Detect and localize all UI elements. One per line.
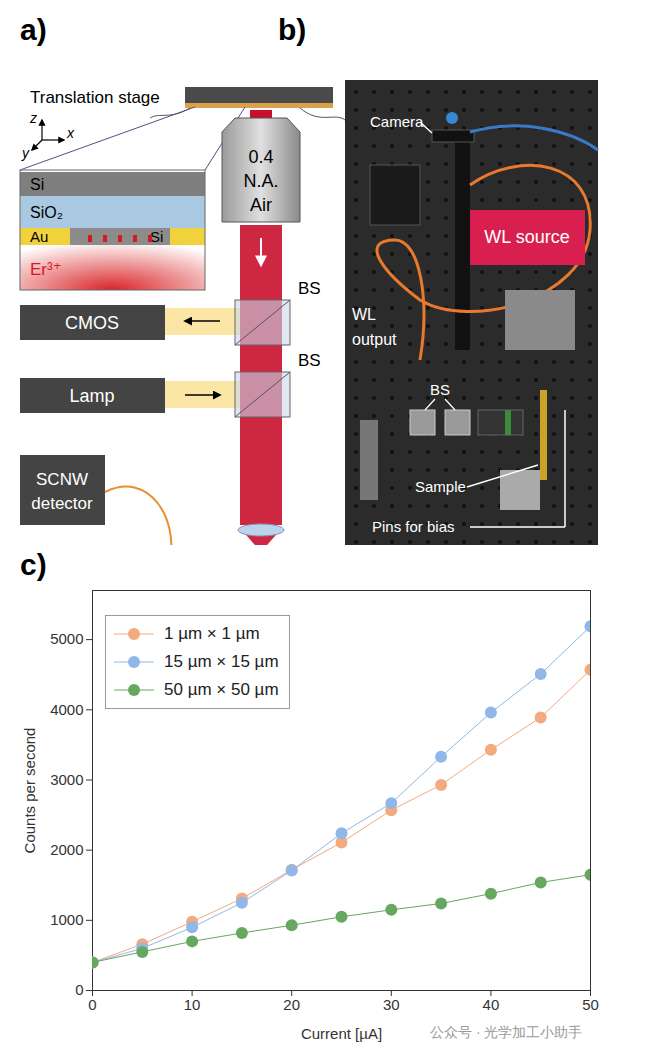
svg-text:WL source: WL source [484, 227, 569, 247]
svg-text:y: y [21, 145, 30, 161]
svg-text:40: 40 [483, 996, 500, 1013]
svg-text:Air: Air [250, 195, 272, 215]
svg-text:Camera: Camera [370, 113, 424, 130]
svg-text:Au: Au [30, 228, 48, 245]
svg-text:5000: 5000 [50, 630, 83, 647]
svg-text:Si: Si [150, 228, 163, 245]
svg-text:4000: 4000 [50, 701, 83, 718]
svg-text:0: 0 [75, 981, 83, 998]
html-text:公众号 · 光学加工小助手: 公众号 · 光学加工小助手 [430, 1024, 583, 1040]
svg-text:SiO₂: SiO₂ [30, 204, 63, 221]
svg-text:0.4: 0.4 [248, 147, 273, 167]
svg-text:2000: 2000 [50, 841, 83, 858]
svg-text:BS: BS [298, 351, 321, 370]
svg-text:10: 10 [184, 996, 201, 1013]
svg-text:Counts per second: Counts per second [21, 728, 38, 854]
html-text:1 µm × 1 µm: 1 µm × 1 µm [164, 624, 260, 643]
svg-text:Translation stage: Translation stage [30, 88, 160, 107]
svg-text:Sample: Sample [415, 478, 466, 495]
svg-text:50: 50 [582, 996, 599, 1013]
svg-text:20: 20 [283, 996, 300, 1013]
svg-text:a): a) [20, 13, 47, 46]
svg-text:1000: 1000 [50, 911, 83, 928]
svg-text:BS: BS [430, 381, 450, 398]
svg-text:3000: 3000 [50, 771, 83, 788]
svg-text:Lamp: Lamp [69, 386, 114, 406]
svg-text:z: z [29, 110, 37, 126]
html-text:50 µm × 50 µm: 50 µm × 50 µm [164, 680, 279, 699]
svg-text:WL: WL [352, 306, 376, 323]
svg-text:detector: detector [31, 494, 93, 513]
svg-text:CMOS: CMOS [65, 313, 119, 333]
svg-text:Pins for bias: Pins for bias [372, 518, 455, 535]
svg-text:b): b) [278, 13, 306, 46]
svg-text:SCNW: SCNW [36, 470, 88, 489]
svg-text:Si: Si [30, 176, 44, 193]
html-text:c): c) [20, 548, 47, 581]
svg-text:0: 0 [88, 996, 96, 1013]
svg-text:30: 30 [383, 996, 400, 1013]
svg-text:Current [µA]: Current [µA] [301, 1025, 382, 1042]
html-text:15 µm × 15 µm: 15 µm × 15 µm [164, 652, 279, 671]
svg-text:BS: BS [298, 279, 321, 298]
svg-text:N.A.: N.A. [243, 171, 278, 191]
svg-text:x: x [66, 125, 75, 141]
svg-text:output: output [352, 331, 397, 348]
svg-text:Er³⁺: Er³⁺ [30, 260, 62, 279]
